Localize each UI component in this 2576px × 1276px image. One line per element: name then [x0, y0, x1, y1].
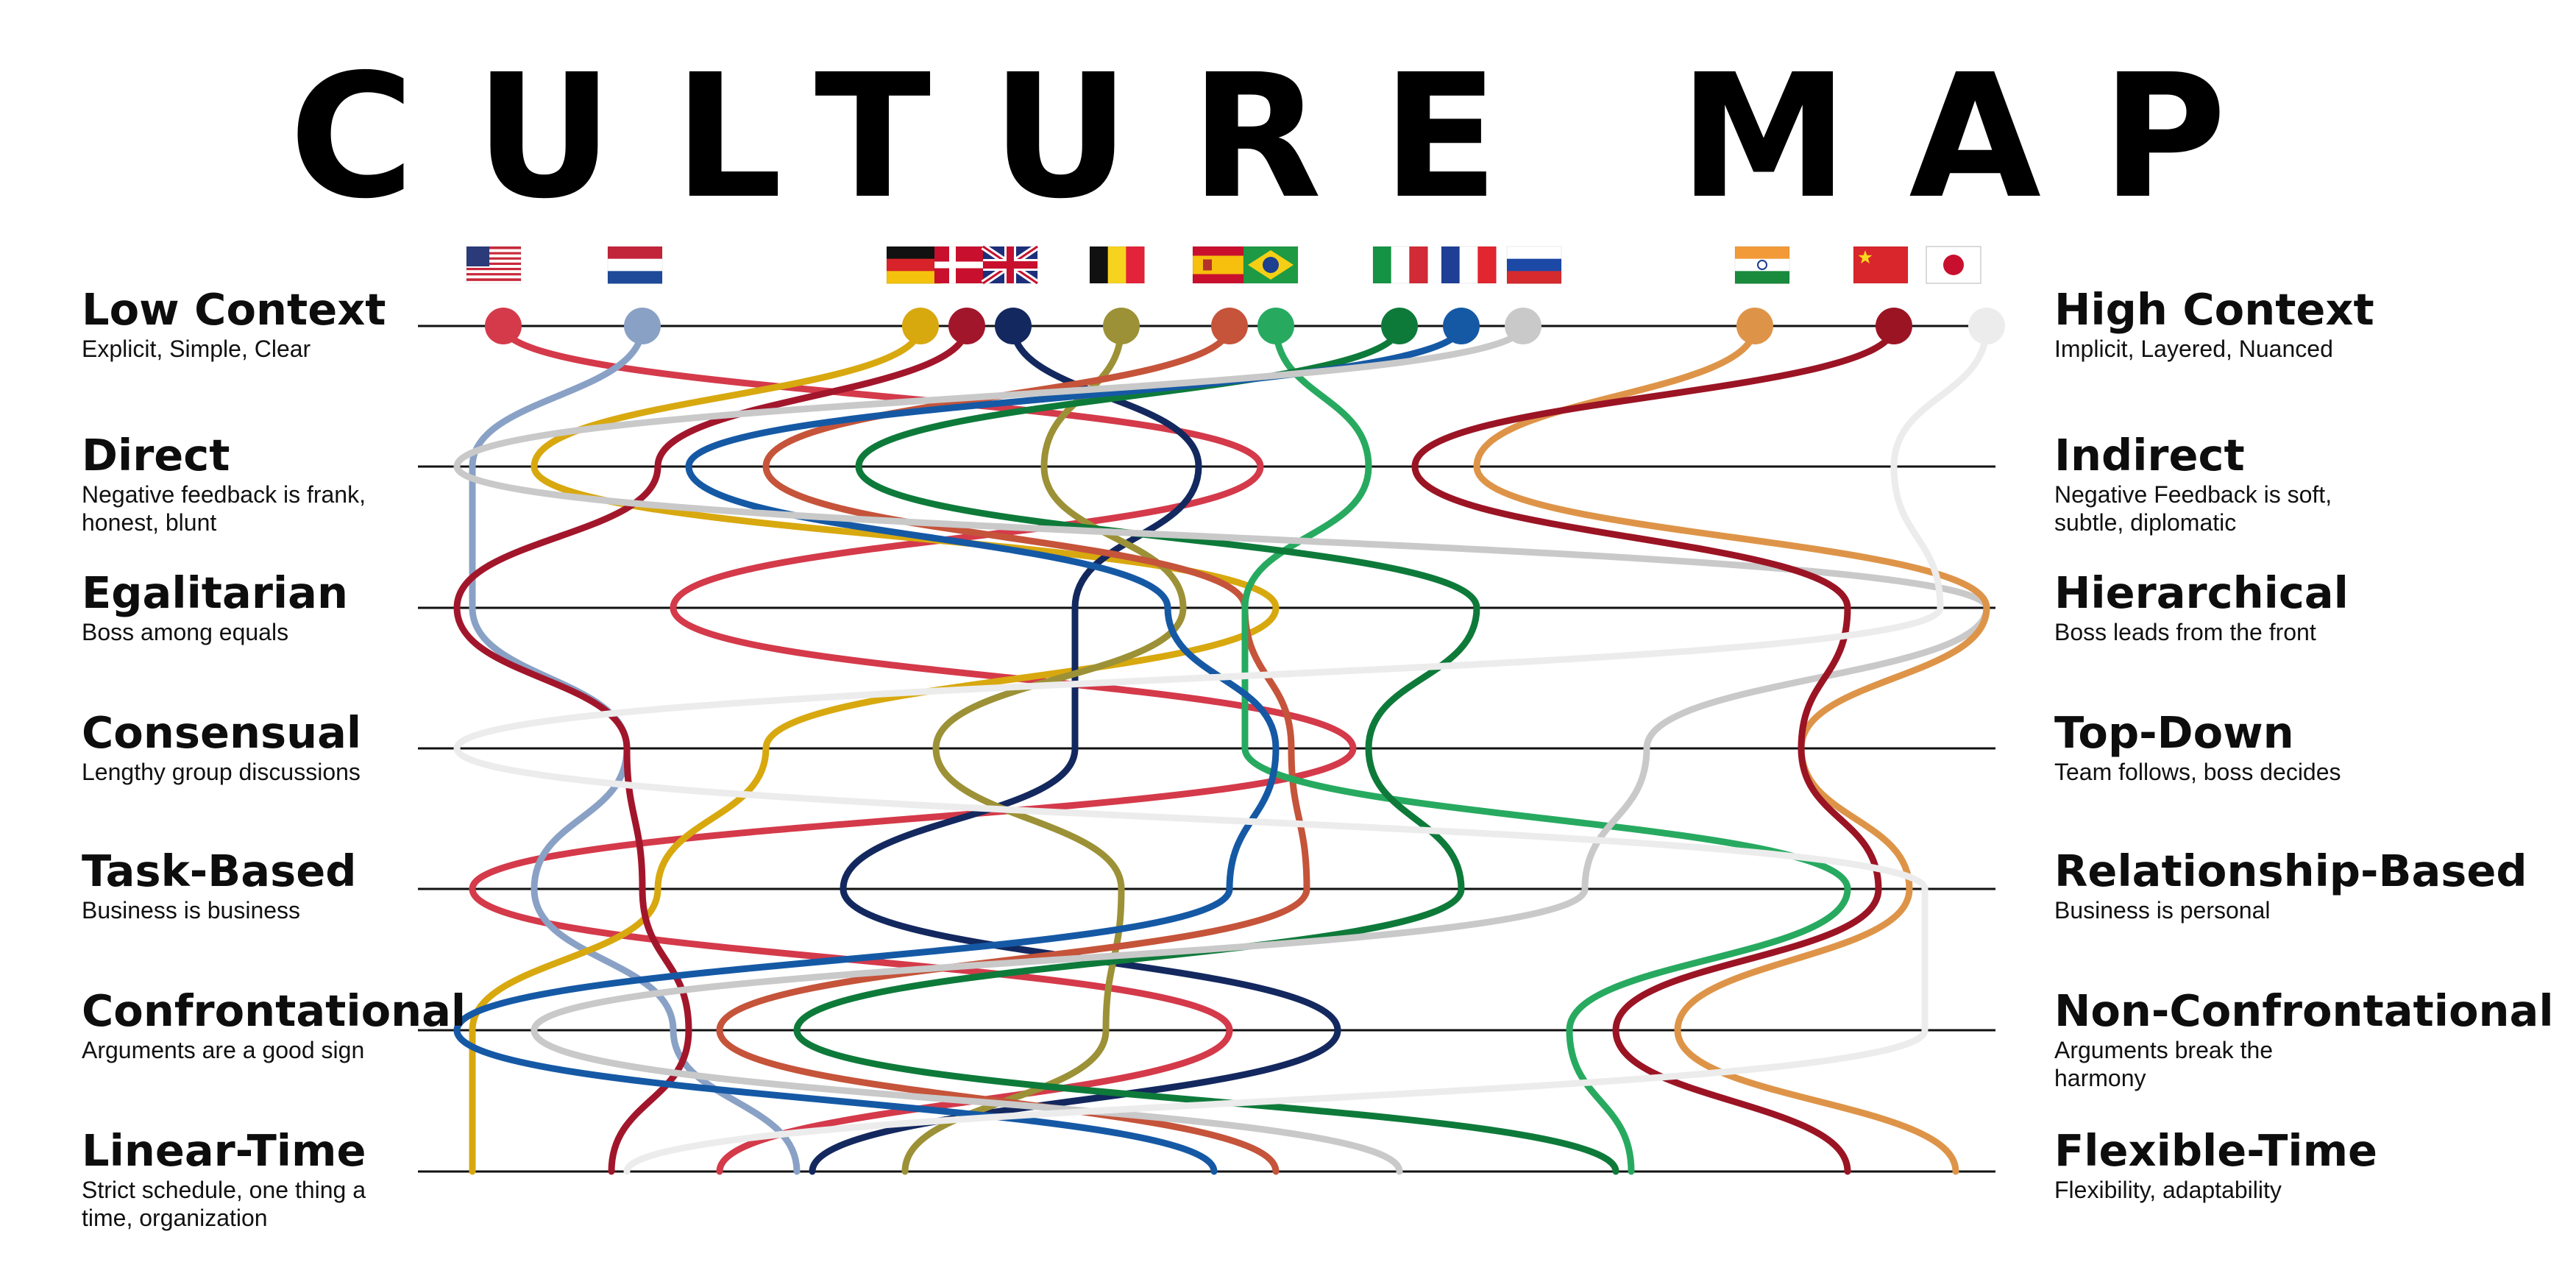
page-title: CULTURE MAP: [288, 38, 2288, 236]
country-marker-de: [902, 308, 939, 344]
country-marker-es: [1211, 308, 1248, 344]
flag-de-icon: [886, 246, 942, 284]
country-marker-be: [1103, 308, 1140, 344]
country-line-jp: [453, 322, 1990, 1175]
dimension-left-title: Linear-Time: [82, 1125, 366, 1176]
country-line-ru: [453, 322, 1990, 1175]
flag-es-icon: [1192, 246, 1248, 284]
dimension-right-title: Flexible-Time: [2054, 1125, 2378, 1176]
country-line-cn: [1411, 322, 1898, 1175]
country-marker-fr: [1443, 308, 1480, 344]
dimension-left-description: Business is business: [82, 896, 301, 924]
dimension-right-title: Hierarchical: [2054, 567, 2349, 618]
dimension-left-title: Confrontational: [82, 985, 466, 1036]
country-marker-in: [1736, 308, 1773, 344]
country-marker-cn: [1876, 308, 1912, 344]
dimension-left-title: Task-Based: [82, 846, 357, 896]
dimension-left-description: Lengthy group discussions: [82, 758, 361, 785]
dimension-right-description: Boss leads from the front: [2054, 618, 2316, 645]
dimension-right-description: Team follows, boss decides: [2054, 758, 2341, 785]
country-marker-br: [1257, 308, 1294, 344]
country-marker-ru: [1505, 308, 1541, 344]
country-marker-gb: [995, 308, 1032, 344]
dimension-right-title: Indirect: [2054, 430, 2245, 481]
country-line-br: [1241, 322, 1851, 1175]
dimension-left-label: Confrontational Arguments are a good sign: [82, 988, 494, 1065]
dimension-left-title: Consensual: [82, 707, 362, 758]
dimension-right-label: Top-Down Team follows, boss decides: [2054, 710, 2466, 787]
dimension-right-label: Relationship-Based Business is personal: [2054, 846, 2527, 925]
country-line-gb: [809, 322, 1341, 1175]
dimension-left-label: Egalitarian Boss among equals: [82, 570, 494, 647]
dimension-right-title: High Context: [2054, 284, 2374, 335]
dimension-right-title: Relationship-Based: [2054, 846, 2527, 896]
dimension-right-title: Top-Down: [2054, 707, 2294, 758]
dimension-right-label: Flexible-Time Flexibility, adaptability: [2054, 1128, 2466, 1205]
dimension-right-label: Non-Confrontational Arguments break the h…: [2054, 985, 2554, 1092]
dimension-left-title: Egalitarian: [82, 567, 348, 618]
flag-nl-icon: [607, 246, 663, 284]
country-line-es: [716, 322, 1310, 1175]
country-line-be: [901, 322, 1187, 1175]
flag-us-icon: [466, 246, 522, 284]
dimension-right-description: Arguments break the harmony: [2054, 1036, 2274, 1091]
dimension-left-description: Boss among equals: [82, 618, 289, 645]
flag-it-icon: [1372, 246, 1428, 284]
country-line-it: [793, 322, 1619, 1175]
country-marker-us: [485, 308, 522, 344]
dimension-left-title: Direct: [82, 430, 230, 481]
country-markers: [485, 308, 2005, 344]
flag-fr-icon: [1441, 246, 1497, 284]
flag-be-icon: [1089, 246, 1145, 284]
dimension-lines: [418, 325, 1995, 1173]
dimension-right-description: Negative Feedback is soft, subtle, diplo…: [2054, 481, 2332, 536]
country-line-us: [469, 322, 1357, 1175]
dimension-left-label: Consensual Lengthy group discussions: [82, 710, 494, 787]
dimension-left-description: Explicit, Simple, Clear: [82, 335, 311, 362]
dimension-right-title: Non-Confrontational: [2054, 985, 2554, 1036]
country-marker-it: [1381, 308, 1418, 344]
country-marker-nl: [624, 308, 661, 344]
dimension-left-description: Negative feedback is frank, honest, blun…: [82, 481, 366, 536]
country-marker-dk: [948, 308, 985, 344]
dimension-right-label: Indirect Negative Feedback is soft, subtl…: [2054, 433, 2466, 536]
country-line-in: [1473, 322, 1990, 1175]
flag-in-icon: [1734, 246, 1790, 284]
dimension-left-label: Linear-Time Strict schedule, one thing a …: [82, 1128, 494, 1232]
country-line-fr: [453, 322, 1465, 1175]
dimension-right-label: High Context Implicit, Layered, Nuanced: [2054, 287, 2466, 364]
dimension-right-description: Flexibility, adaptability: [2054, 1176, 2282, 1203]
dimension-right-description: Implicit, Layered, Nuanced: [2054, 335, 2333, 362]
flag-dk-icon: [934, 246, 990, 284]
flag-ru-icon: [1506, 246, 1562, 284]
flag-gb-icon: [981, 244, 1040, 286]
dimension-right-description: Business is personal: [2054, 896, 2271, 924]
flag-jp-icon: [1926, 246, 1981, 284]
country-flags: [466, 244, 1981, 286]
dimension-left-description: Strict schedule, one thing a time, organ…: [82, 1176, 366, 1231]
dimension-left-label: Task-Based Business is business: [82, 848, 494, 925]
country-lines: [453, 322, 1990, 1175]
country-line-dk: [453, 322, 971, 1175]
dimension-left-title: Low Context: [82, 284, 386, 335]
dimension-left-label: Low Context Explicit, Simple, Clear: [82, 287, 494, 364]
flag-cn-icon: [1853, 246, 1909, 284]
country-marker-jp: [1968, 308, 2005, 344]
dimension-left-label: Direct Negative feedback is frank, honest…: [82, 433, 494, 536]
dimension-left-description: Arguments are a good sign: [82, 1036, 365, 1063]
dimension-right-label: Hierarchical Boss leads from the front: [2054, 570, 2466, 647]
flag-br-icon: [1243, 246, 1299, 284]
